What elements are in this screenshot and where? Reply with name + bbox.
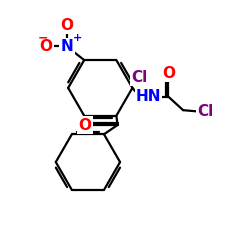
Text: O: O — [162, 66, 175, 80]
Text: +: + — [73, 33, 82, 43]
Text: N: N — [60, 39, 73, 54]
Text: Cl: Cl — [131, 70, 147, 85]
Text: −: − — [37, 31, 48, 44]
Text: HN: HN — [136, 89, 161, 104]
Text: O: O — [40, 39, 52, 54]
Text: O: O — [78, 118, 92, 132]
Text: Cl: Cl — [197, 104, 214, 119]
Text: O: O — [60, 18, 74, 33]
